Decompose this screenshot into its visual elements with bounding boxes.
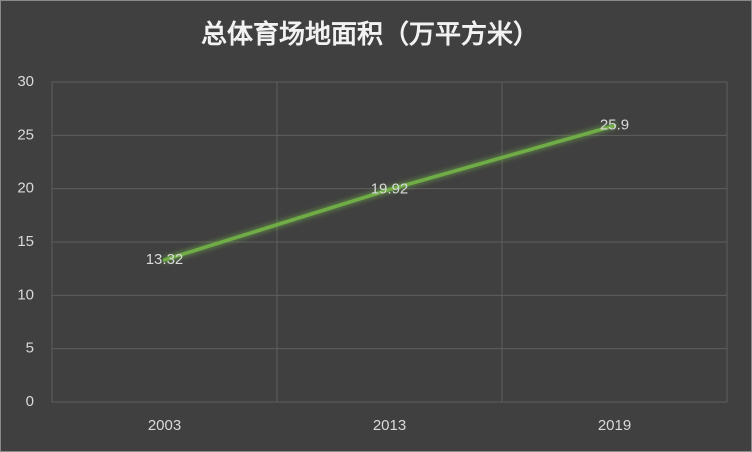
y-tick-label: 25 [17,126,34,143]
data-label: 19.92 [371,180,409,197]
chart-title: 总体育场地面积（万平方米） [201,19,539,49]
data-label: 25.9 [600,117,629,134]
data-line [162,123,617,262]
y-tick-label: 15 [17,233,34,250]
y-tick-label: 20 [17,180,34,197]
x-tick-label: 2003 [148,417,181,434]
x-tick-label: 2019 [598,417,631,434]
y-tick-label: 30 [17,73,34,90]
x-tick-label: 2013 [373,417,406,434]
y-tick-label: 5 [26,340,34,357]
y-tick-label: 10 [17,286,34,303]
data-label: 13.32 [146,251,184,268]
y-tick-label: 0 [26,393,34,410]
